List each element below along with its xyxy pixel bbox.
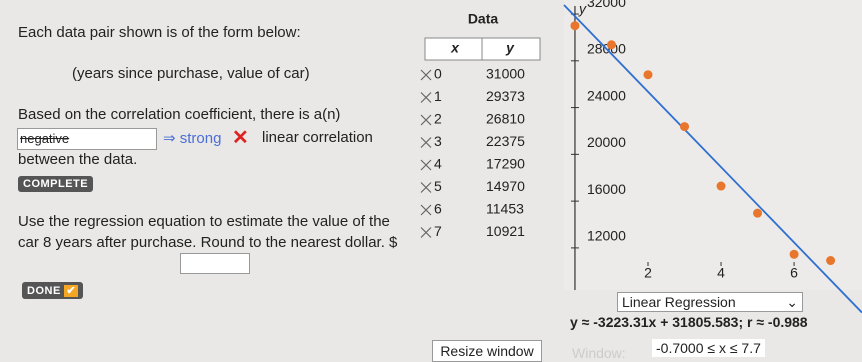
row-icon: [420, 114, 432, 126]
table-y: 17290: [486, 156, 525, 172]
table-y: 26810: [486, 111, 525, 127]
intro: Each data pair shown is of the form belo…: [18, 24, 301, 41]
regression-select[interactable]: Linear Regression ⌄: [617, 292, 803, 312]
table-y: 29373: [486, 88, 525, 104]
row-icon: [420, 227, 432, 238]
regression-type: Linear Regression: [622, 294, 736, 310]
y-tick-label: 24000: [587, 87, 626, 103]
y-tick-label: 20000: [587, 134, 626, 150]
question-2: Use the regression equation to estimate …: [18, 213, 398, 251]
table-y: 31000: [486, 66, 525, 82]
y-tick-label: 16000: [587, 181, 626, 197]
answer: negative: [20, 131, 70, 146]
y-tick-label: 32000: [587, 0, 626, 10]
data-point: [826, 256, 836, 266]
regression-line: [563, 4, 862, 314]
table-x: 1: [434, 88, 442, 104]
row-icon: [420, 182, 432, 193]
window-range: -0.7000 ≤ x ≤ 7.7: [652, 339, 765, 357]
table-x: 3: [434, 133, 442, 149]
table-header-y: y: [505, 40, 515, 56]
answer-input[interactable]: [180, 253, 250, 274]
table-y: 22375: [486, 133, 525, 149]
table-y: 11453: [486, 201, 524, 217]
answer-box[interactable]: negative: [17, 128, 157, 150]
complete-badge: COMPLETE: [18, 176, 94, 192]
y-axis-label: y: [578, 1, 587, 17]
correction: ⇒ strong: [163, 130, 222, 147]
table-title: Data: [468, 11, 499, 27]
row-icon: [420, 159, 432, 171]
data-point: [753, 208, 763, 218]
x-tick-label: 4: [717, 265, 725, 281]
row-icon: [420, 92, 432, 103]
done-badge: DONE ✔: [22, 282, 84, 299]
question-1: Based on the correlation coefficient, th…: [18, 106, 341, 123]
pair-form: (years since purchase, value of car): [72, 65, 310, 82]
data-point: [643, 70, 653, 80]
done-label: DONE: [27, 285, 61, 297]
y-tick-label: 12000: [587, 228, 626, 244]
table-header-x: x: [450, 40, 460, 56]
question-1-tail: between the data.: [18, 151, 138, 168]
regression-equation: y ≈ -3223.31x + 31805.583; r ≈ -0.988: [570, 314, 808, 330]
table-x: 2: [434, 111, 442, 127]
resize-button[interactable]: Resize window: [432, 340, 542, 362]
data-point: [716, 181, 726, 191]
data-point: [570, 21, 580, 31]
table-x: 5: [434, 178, 442, 194]
data-point: [789, 249, 799, 259]
row-icon: [420, 137, 432, 148]
table-x: 0: [434, 66, 442, 82]
x-tick-label: 6: [790, 265, 798, 281]
table-y: 10921: [486, 223, 525, 239]
table-x: 4: [434, 156, 442, 172]
resize-label: Resize window: [440, 343, 534, 359]
window-label: Window:: [572, 345, 626, 361]
row-icon: [420, 69, 432, 81]
wrong-mark: ✕: [232, 127, 249, 149]
table-y: 14970: [486, 178, 525, 194]
x-tick-label: 2: [644, 265, 652, 281]
question-1-end: linear correlation: [262, 129, 373, 146]
data-point: [680, 122, 690, 132]
table-x: 7: [434, 223, 442, 239]
data-point: [606, 40, 616, 50]
table-x: 6: [434, 201, 442, 217]
row-icon: [420, 204, 432, 216]
